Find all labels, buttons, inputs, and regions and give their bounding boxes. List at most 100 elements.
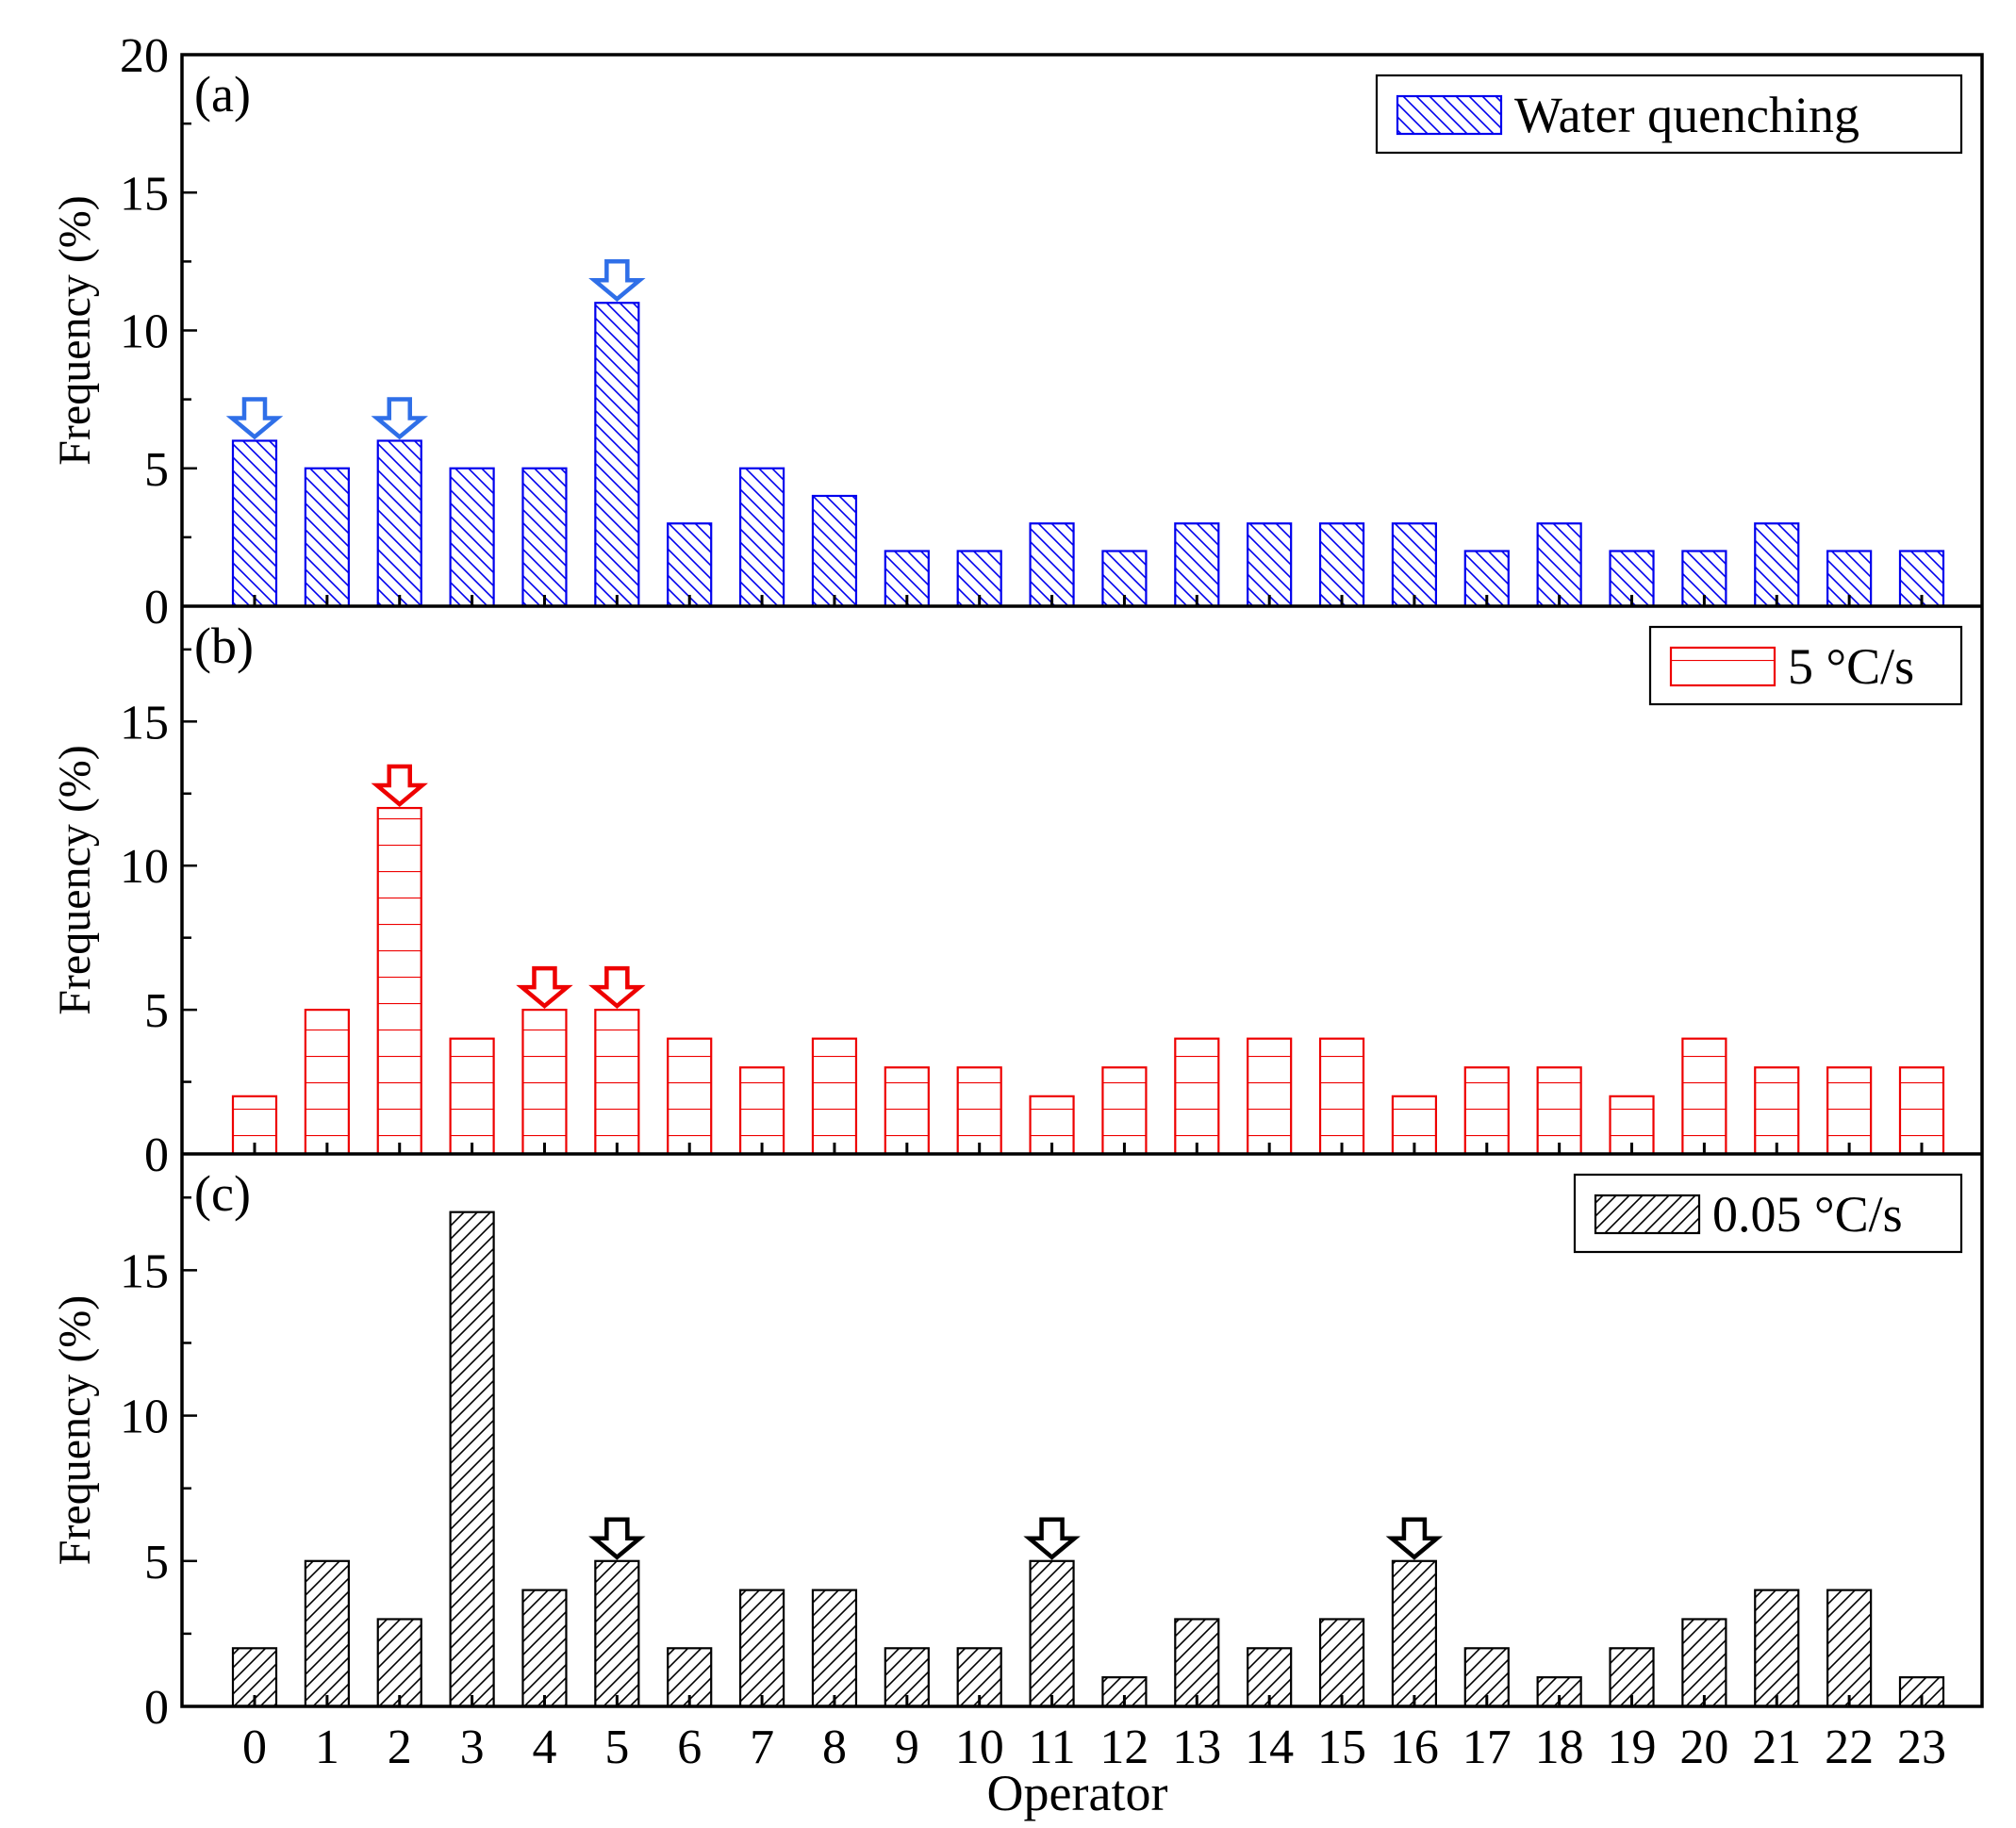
marker-arrow-icon [1385, 1517, 1444, 1560]
bar [1681, 1618, 1727, 1708]
x-tick-label: 8 [822, 1721, 847, 1774]
bar [1029, 522, 1075, 608]
bar [1029, 1559, 1075, 1708]
x-tick-label: 18 [1535, 1721, 1584, 1774]
x-tick-label: 23 [1897, 1721, 1946, 1774]
x-tick-label: 11 [1029, 1721, 1076, 1774]
bar [1681, 1037, 1727, 1156]
bar [1463, 1066, 1510, 1156]
x-tick-label: 7 [750, 1721, 774, 1774]
y-tick-label: 10 [120, 1391, 169, 1444]
bar [449, 1210, 495, 1708]
marker-arrow-icon [371, 397, 428, 440]
marker-arrow-icon [225, 397, 284, 440]
bar [884, 1066, 930, 1156]
y-tick-label: 10 [120, 840, 169, 894]
bar [376, 439, 422, 608]
y-tick-label: 15 [120, 1244, 169, 1298]
plot-frame [180, 53, 1984, 1708]
bar [521, 467, 568, 608]
bar [231, 439, 278, 608]
arrow-shape [371, 397, 428, 440]
bar [1318, 1618, 1365, 1708]
marker-arrow-icon [588, 1517, 646, 1560]
x-tick-label: 19 [1608, 1721, 1657, 1774]
legend-swatch [1669, 646, 1776, 687]
legend: 0.05 °C/s [1573, 1173, 1963, 1254]
bar [1101, 1066, 1148, 1156]
bar [667, 1647, 713, 1708]
arrow-shape [225, 397, 284, 440]
bar [738, 467, 785, 608]
bar [1898, 1066, 1945, 1156]
x-tick-label: 6 [677, 1721, 702, 1774]
x-tick-label: 20 [1679, 1721, 1728, 1774]
x-tick-label: 14 [1245, 1721, 1294, 1774]
bar [304, 467, 350, 608]
x-tick-label: 9 [895, 1721, 919, 1774]
y-tick-label: 5 [144, 443, 169, 497]
bar [667, 522, 713, 608]
bar [521, 1009, 568, 1156]
bar [594, 1009, 640, 1156]
bar [1754, 1066, 1800, 1156]
bar [376, 1618, 422, 1708]
bar [376, 806, 422, 1156]
y-tick-label: 15 [120, 167, 169, 221]
arrow-shape [371, 764, 428, 807]
bar [738, 1066, 785, 1156]
bar [811, 1589, 858, 1708]
y-axis-label: Frequency (%) [50, 745, 100, 1015]
arrow-shape [588, 965, 646, 1010]
bar [1826, 550, 1873, 608]
bar [594, 1559, 640, 1708]
bar [811, 494, 858, 608]
arrow-shape [1385, 1517, 1444, 1560]
bar [449, 467, 495, 608]
bar [1754, 522, 1800, 608]
arrow-shape [588, 259, 646, 303]
bar [1247, 1037, 1293, 1156]
x-tick-label: 1 [315, 1721, 339, 1774]
panel-c: 0 5 10 15 (c) Frequency (%) [50, 1165, 1945, 1735]
bar [738, 1589, 785, 1708]
bar [667, 1037, 713, 1156]
bar [1174, 1618, 1220, 1708]
bar [1174, 522, 1220, 608]
legend-label: 5 °C/s [1788, 638, 1914, 695]
y-tick-label: 0 [144, 581, 169, 634]
x-tick-label: 4 [532, 1721, 556, 1774]
y-axis-label: Frequency (%) [50, 1295, 100, 1566]
x-axis-label: Operator [987, 1765, 1168, 1821]
x-tick-label: 21 [1752, 1721, 1801, 1774]
x-tick-label: 17 [1462, 1721, 1512, 1774]
bar [304, 1009, 350, 1156]
x-tick-label: 15 [1317, 1721, 1366, 1774]
legend-swatch [1396, 94, 1503, 136]
bar [594, 302, 640, 608]
bar [1391, 1559, 1438, 1708]
marker-arrow-icon [588, 965, 646, 1010]
marker-arrow-icon [1023, 1517, 1081, 1560]
y-axis-label: Frequency (%) [50, 195, 100, 466]
marker-arrow-icon [371, 764, 428, 807]
x-tick-label: 2 [388, 1721, 412, 1774]
x-tick-label: 0 [242, 1721, 267, 1774]
bar [449, 1037, 495, 1156]
arrow-shape [588, 1517, 646, 1560]
legend: 5 °C/s [1648, 625, 1963, 706]
bar [1318, 522, 1365, 608]
bar [1247, 522, 1293, 608]
y-tick-label: 5 [144, 984, 169, 1038]
marker-arrow-icon [588, 259, 646, 303]
legend: Water quenching [1375, 74, 1963, 155]
x-tick-label: 10 [955, 1721, 1004, 1774]
x-tick-label: 3 [460, 1721, 485, 1774]
y-tick-label: 0 [144, 1681, 169, 1735]
bar [1174, 1037, 1220, 1156]
legend-swatch [1594, 1194, 1701, 1235]
panel-label: (b) [194, 618, 254, 674]
y-tick-label: 0 [144, 1128, 169, 1182]
x-tick-label: 13 [1172, 1721, 1221, 1774]
